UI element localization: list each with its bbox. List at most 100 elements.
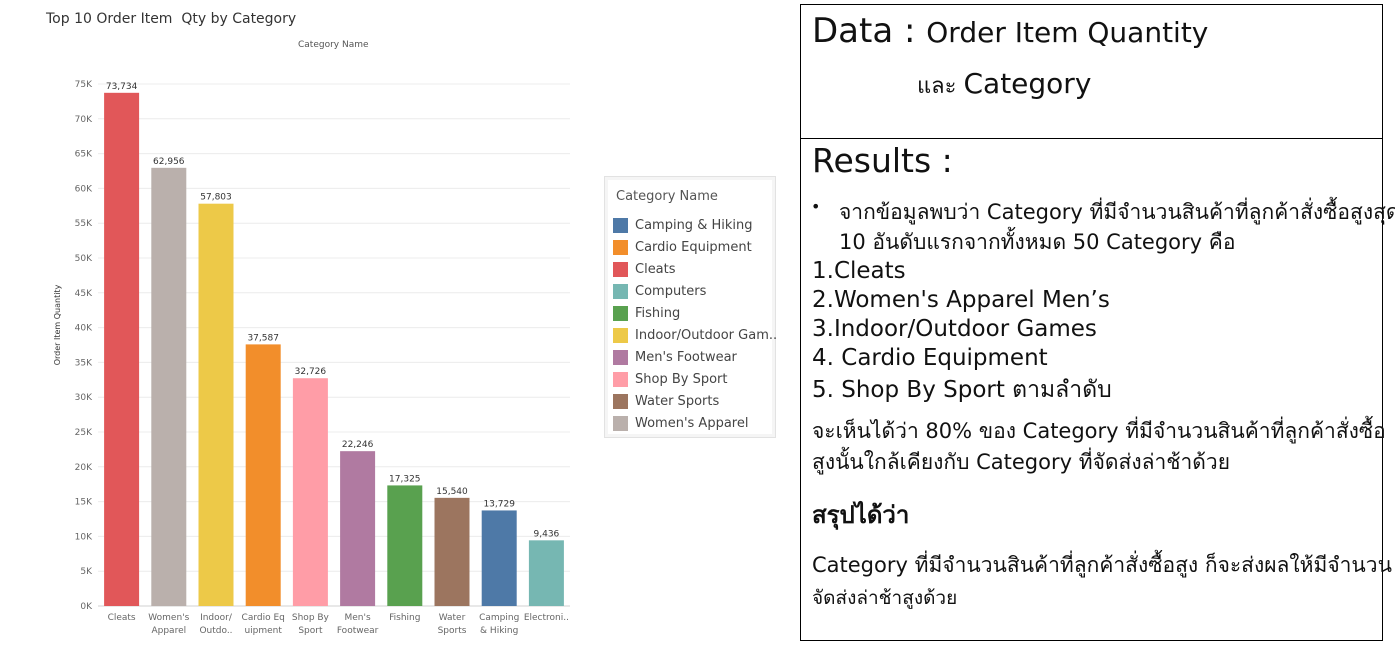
legend-title: Category Name <box>616 189 718 204</box>
x-tick-label: & Hiking <box>480 626 518 636</box>
bar <box>387 485 423 606</box>
list-item: 1.Cleats <box>812 258 906 284</box>
summary-title: สรุปได้ว่า <box>812 501 910 529</box>
bar-value-label: 37,587 <box>247 333 279 343</box>
y-tick-label: 5K <box>80 567 93 577</box>
bar-value-label: 62,956 <box>153 157 185 167</box>
chart-title: Top 10 Order Item Qty by Category <box>46 11 297 27</box>
data-value2: Category <box>963 67 1092 100</box>
legend-swatch <box>613 261 628 277</box>
list-item: 5. Shop By Sport ตามลำดับ <box>812 377 1112 403</box>
results-title: Results : <box>812 141 953 180</box>
bar-value-label: 57,803 <box>200 193 232 203</box>
list-item: 4. Cardio Equipment <box>812 345 1048 371</box>
legend-label: Fishing <box>635 305 681 321</box>
legend-item[interactable]: Cardio Equipment <box>613 236 752 258</box>
bar <box>104 92 140 607</box>
legend-item[interactable]: Indoor/Outdoor Gam.. <box>613 324 777 346</box>
x-tick-label: Shop By <box>292 613 330 623</box>
legend-item[interactable]: Cleats <box>613 258 676 280</box>
legend-label: Shop By Sport <box>635 371 728 387</box>
legend-item[interactable]: Camping & Hiking <box>613 214 752 236</box>
legend-swatch <box>613 415 628 431</box>
legend-swatch <box>613 327 628 343</box>
data-heading: Data : Order Item Quantity <box>812 11 1208 51</box>
bar <box>292 378 328 606</box>
x-tick-label: Cardio Eq <box>242 613 285 623</box>
y-tick-label: 55K <box>75 219 93 229</box>
x-tick-label: Apparel <box>151 626 186 636</box>
bar-value-label: 73,734 <box>106 82 138 92</box>
paragraph-2-line-2: จัดส่งล่าช้าสูงด้วย <box>812 587 958 609</box>
x-tick-label: Electroni.. <box>524 613 569 623</box>
bar-value-label: 15,540 <box>436 487 468 497</box>
x-tick-label: Men's <box>345 613 371 623</box>
x-tick-label: Fishing <box>389 613 420 623</box>
y-tick-label: 30K <box>75 393 93 403</box>
y-tick-label: 50K <box>75 254 93 264</box>
list-item: 3.Indoor/Outdoor Games <box>812 316 1097 342</box>
x-tick-label: Footwear <box>337 626 379 636</box>
legend-item[interactable]: Computers <box>613 280 706 302</box>
legend-label: Water Sports <box>635 393 720 409</box>
bar <box>340 451 376 606</box>
y-tick-label: 20K <box>75 463 93 473</box>
data-value: Order Item Quantity <box>926 16 1209 49</box>
legend-item[interactable]: Men's Footwear <box>613 346 737 368</box>
bar <box>198 203 234 607</box>
paragraph-1-line-1: จะเห็นได้ว่า 80% ของ Category ที่มีจำนวน… <box>812 419 1386 443</box>
x-tick-label: Sports <box>438 626 467 636</box>
legend-label: Camping & Hiking <box>635 217 753 233</box>
legend-swatch <box>613 283 628 299</box>
legend-swatch <box>613 349 628 365</box>
y-tick-label: 65K <box>75 150 93 160</box>
legend-swatch <box>613 239 628 255</box>
paragraph-1-line-2: สูงนั้นใกล้เคียงกับ Category ที่จัดส่งล่… <box>812 450 1231 474</box>
x-tick-label: Indoor/ <box>200 613 233 623</box>
x-tick-label: Sport <box>298 626 323 636</box>
y-tick-label: 40K <box>75 324 93 334</box>
x-tick-label: Women's <box>148 613 189 623</box>
legend-swatch <box>613 217 628 233</box>
legend-label: Indoor/Outdoor Gam.. <box>635 327 778 343</box>
legend-item[interactable]: Shop By Sport <box>613 368 727 390</box>
column-header: Category Name <box>298 40 369 50</box>
legend-item[interactable]: Fishing <box>613 302 680 324</box>
x-tick-label: Camping <box>479 613 519 623</box>
y-tick-label: 35K <box>75 358 93 368</box>
divider <box>801 138 1382 139</box>
legend-item[interactable]: Women's Apparel <box>613 412 748 434</box>
list-item: 2.Women's Apparel Men’s <box>812 287 1110 313</box>
legend-item[interactable]: Water Sports <box>613 390 719 412</box>
x-tick-label: Cleats <box>108 613 136 623</box>
y-tick-label: 60K <box>75 184 93 194</box>
bar <box>528 540 564 606</box>
bar <box>481 510 517 606</box>
x-tick-label: Water <box>439 613 466 623</box>
legend-swatch <box>613 305 628 321</box>
bullet-marker: • <box>811 197 821 216</box>
paragraph-2-line-1: Category ที่มีจำนวนสินค้าที่ลูกค้าสั่งซื… <box>812 553 1392 577</box>
bar-value-label: 9,436 <box>534 529 560 539</box>
legend-label: Women's Apparel <box>635 415 749 431</box>
legend-label: Cardio Equipment <box>635 239 752 255</box>
bullet-line-2: 10 อันดับแรกจากทั้งหมด 50 Category คือ <box>839 230 1236 254</box>
y-tick-label: 25K <box>75 428 93 438</box>
bar <box>434 497 470 606</box>
x-tick-label: uipment <box>244 626 282 636</box>
y-tick-label: 75K <box>75 80 93 90</box>
bar <box>151 167 187 606</box>
y-tick-label: 15K <box>75 498 93 508</box>
x-tick-label: Outdo.. <box>199 626 232 636</box>
notes-panel: Data : Order Item Quantity และ Category … <box>800 4 1395 641</box>
y-tick-label: 70K <box>75 115 93 125</box>
bar-value-label: 32,726 <box>295 367 327 377</box>
bar <box>245 344 281 606</box>
y-tick-label: 10K <box>75 532 93 542</box>
legend-swatch <box>613 371 628 387</box>
y-tick-label: 0K <box>80 602 93 612</box>
data-prefix: Data : <box>812 11 927 51</box>
y-axis-label: Order Item Quantity <box>53 284 62 365</box>
legend: Category Name Camping & Hiking Cardio Eq… <box>604 176 777 438</box>
y-tick-label: 45K <box>75 289 93 299</box>
